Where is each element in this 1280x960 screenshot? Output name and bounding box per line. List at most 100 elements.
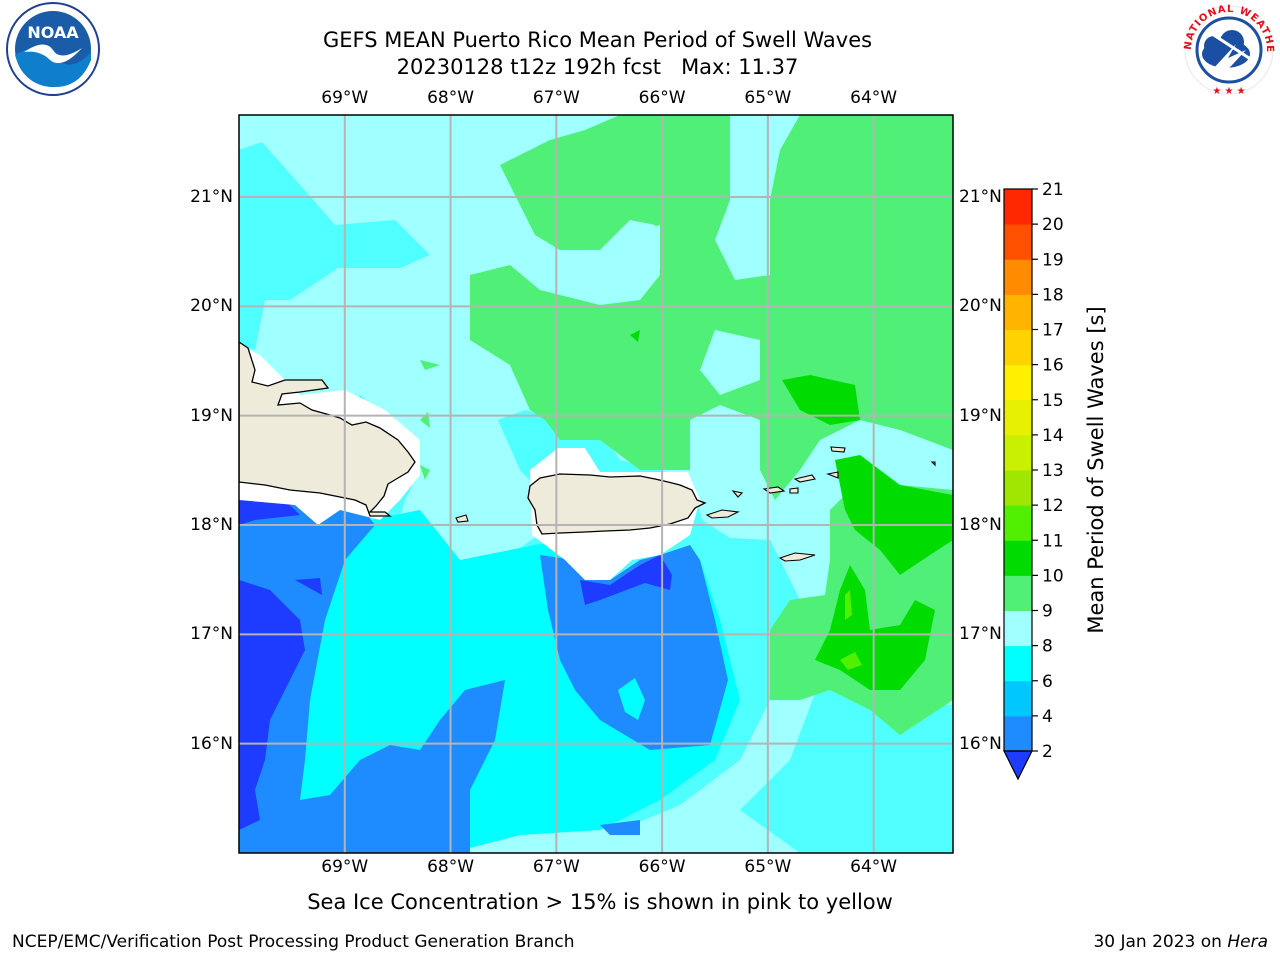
footer-machine: Hera	[1227, 932, 1268, 952]
lon-tick-label-top: 66°W	[638, 88, 686, 108]
island-vieques	[705, 509, 740, 519]
sea-ice-note: Sea Ice Concentration > 15% is shown in …	[307, 890, 893, 914]
colorbar-label: Mean Period of Swell Waves [s]	[1084, 306, 1108, 634]
colorbar-segment	[1004, 294, 1032, 330]
colorbar-tick-label: 6	[1042, 672, 1053, 692]
colorbar-segment	[1004, 645, 1032, 682]
colorbar-tick-label: 14	[1042, 426, 1064, 446]
island-vi-small	[826, 471, 839, 479]
land-hispaniola	[239, 341, 416, 517]
map-frame	[238, 114, 954, 854]
lat-tick-label-left: 17°N	[190, 624, 233, 645]
lat-tick-label-right: 20°N	[959, 296, 1002, 317]
colorbar-tick-label: 10	[1042, 566, 1064, 586]
colorbar-tick-label: 12	[1042, 496, 1064, 516]
noaa-logo-text: NOAA	[27, 23, 79, 42]
field-0-2	[580, 555, 672, 605]
colorbar-segment	[1004, 470, 1032, 506]
field-10-11	[845, 590, 852, 620]
colorbar-segment	[1004, 364, 1032, 401]
colorbar-tick-label: 9	[1042, 602, 1053, 622]
lon-tick-label-bottom: 69°W	[321, 857, 369, 877]
footer-branch: NCEP/EMC/Verification Post Processing Pr…	[12, 932, 575, 952]
island-anegada	[830, 446, 846, 453]
nws-logo-icon: NATIONAL WEATHER SERVICE ★ ★ ★	[1176, 0, 1274, 97]
chart-title: GEFS MEAN Puerto Rico Mean Period of Swe…	[322, 28, 873, 52]
colorbar-segment	[1004, 505, 1032, 541]
colorbar-tick-label: 11	[1042, 531, 1064, 551]
noaa-logo-icon: NOAA	[6, 2, 100, 96]
field-9-10	[420, 465, 430, 480]
chart-subtitle: 20230128 t12z 192h fcst Max: 11.37	[396, 55, 799, 79]
lat-tick-label-left: 19°N	[190, 405, 233, 426]
lon-tick-label-top: 64°W	[850, 88, 898, 108]
island-st-john	[789, 487, 799, 494]
field-0-2	[239, 580, 305, 830]
colorbar-segment	[1004, 715, 1032, 752]
field-10-11	[630, 330, 640, 342]
lat-tick-label-left: 16°N	[190, 733, 233, 754]
land-puerto-rico	[527, 473, 707, 535]
footer-date-text: 30 Jan 2023 on	[1093, 932, 1228, 952]
colorbar-tick-label: 16	[1042, 356, 1064, 376]
field-10-11	[835, 455, 953, 575]
colorbar-segment	[1004, 259, 1032, 295]
colorbar-tick-label: 4	[1042, 707, 1053, 727]
colorbar-segment	[1004, 329, 1032, 366]
colorbar-tick-label: 8	[1042, 637, 1053, 657]
colorbar-tick-label: 20	[1042, 215, 1064, 235]
lon-tick-label-bottom: 64°W	[850, 857, 898, 877]
island-vi-small	[930, 461, 936, 467]
island-culebra	[731, 490, 744, 498]
field-0-2	[239, 500, 300, 525]
map-gridlines	[239, 115, 953, 853]
lon-tick-label-bottom: 67°W	[532, 857, 580, 877]
field-9-10	[700, 330, 760, 395]
field-9-10	[420, 360, 440, 370]
svg-text:★ ★ ★: ★ ★ ★	[1212, 86, 1245, 97]
lon-tick-label-bottom: 68°W	[427, 857, 475, 877]
colorbar-segment	[1004, 680, 1032, 717]
lat-tick-label-left: 18°N	[190, 515, 233, 535]
field-0-2	[295, 578, 322, 595]
field-6-8	[239, 142, 430, 350]
field-4-6	[618, 678, 645, 720]
lat-tick-label-right: 18°N	[959, 515, 1002, 535]
colorbar-extend-min	[1003, 750, 1033, 781]
colorbar-segment	[1004, 540, 1032, 576]
footer-date: 30 Jan 2023 on Hera	[1093, 932, 1268, 952]
field-10-11	[782, 375, 860, 425]
colorbar-segment	[1004, 575, 1032, 611]
island-beata	[455, 514, 469, 523]
lon-tick-label-bottom: 65°W	[744, 857, 792, 877]
lat-tick-label-left: 20°N	[190, 296, 233, 317]
colorbar-tick-label: 18	[1042, 285, 1064, 305]
lat-tick-label-right: 19°N	[959, 405, 1002, 426]
lon-tick-label-top: 69°W	[321, 88, 369, 108]
colorbar-tick-label: 17	[1042, 321, 1064, 341]
field-10-11	[840, 652, 862, 670]
lon-tick-label-top: 67°W	[532, 88, 580, 108]
colorbar-segment	[1004, 189, 1032, 225]
field-9-10	[640, 225, 660, 275]
colorbar-segment	[1004, 224, 1032, 260]
colorbar-segment	[1004, 610, 1032, 647]
colorbar-tick-label: 15	[1042, 391, 1064, 411]
lon-tick-label-bottom: 66°W	[638, 857, 686, 877]
colorbar: 2 4 6 8 9 10 11 12 13 14 15 16 17 18 19 20 21	[1003, 180, 1064, 781]
colorbar-tick-label: 13	[1042, 461, 1064, 481]
lon-tick-label-top: 65°W	[744, 88, 792, 108]
colorbar-segment	[1004, 399, 1032, 436]
lat-tick-label-right: 21°N	[959, 187, 1002, 207]
colorbar-segment	[1004, 434, 1032, 471]
lon-tick-label-top: 68°W	[427, 88, 475, 108]
colorbar-tick-label: 19	[1042, 250, 1064, 270]
island-st-croix	[778, 552, 816, 562]
lat-tick-label-right: 17°N	[959, 624, 1002, 645]
field-2-4	[600, 820, 640, 835]
lat-tick-label-right: 16°N	[959, 733, 1002, 754]
colorbar-tick-label: 2	[1042, 742, 1053, 762]
map-field	[239, 115, 953, 853]
colorbar-tick-label: 21	[1042, 180, 1064, 200]
